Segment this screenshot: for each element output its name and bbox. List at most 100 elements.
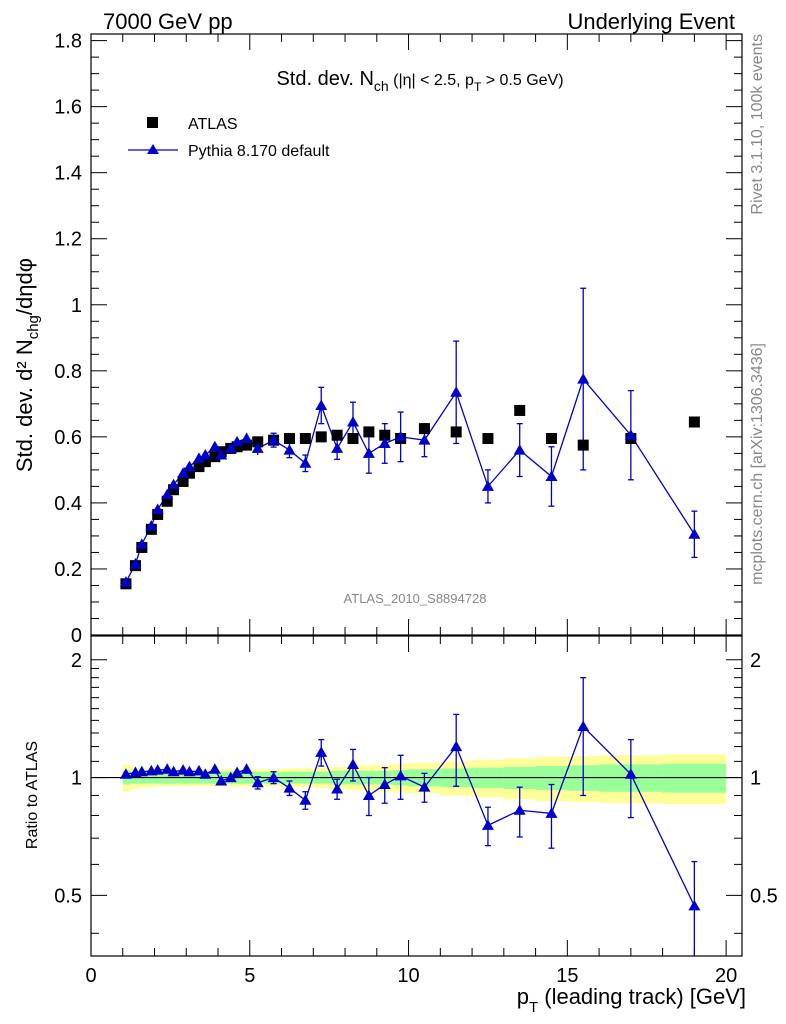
ratio-data-point bbox=[283, 782, 296, 793]
ratio-data-point bbox=[240, 763, 253, 774]
pythia-data-point bbox=[362, 447, 375, 458]
ratio-axes: 0 5 10 15 20 0.5 0.5 1 1 2 2 bbox=[54, 636, 778, 987]
main-series-layer bbox=[119, 287, 701, 590]
main-y-tick-label: 0.2 bbox=[54, 559, 82, 581]
ratio-y-tick-label: 2 bbox=[71, 650, 82, 672]
pythia-data-point bbox=[267, 434, 280, 445]
ratio-data-point bbox=[545, 807, 558, 818]
atlas-data-point bbox=[315, 431, 327, 443]
ratio-data-point bbox=[251, 776, 264, 788]
header-process-label: Underlying Event bbox=[567, 9, 735, 34]
pythia-data-point bbox=[215, 449, 228, 460]
pythia-data-point bbox=[394, 430, 407, 442]
main-y-tick-label: 0 bbox=[71, 625, 82, 647]
atlas-data-point bbox=[168, 484, 180, 496]
atlas-data-point bbox=[209, 451, 221, 463]
ratio-x-tick-label: 0 bbox=[85, 965, 96, 987]
ratio-data-point bbox=[167, 765, 180, 777]
pythia-data-point bbox=[208, 440, 221, 452]
legend: ATLAS Pythia 8.170 default bbox=[128, 116, 330, 160]
atlas-data-point bbox=[331, 429, 343, 441]
ratio-data-point bbox=[299, 794, 312, 805]
main-y-axis-label: Std. dev. d² Nchg/dηdφ bbox=[12, 258, 42, 472]
pythia-data-point bbox=[346, 416, 359, 427]
pythia-data-point bbox=[513, 444, 526, 455]
atlas-data-point bbox=[177, 475, 189, 487]
legend-atlas-marker bbox=[147, 117, 158, 128]
pythia-data-point bbox=[192, 452, 205, 463]
ratio-data-point bbox=[215, 774, 228, 786]
pythia-data-point bbox=[577, 373, 590, 384]
atlas-data-point bbox=[347, 433, 359, 445]
ratio-line bbox=[125, 725, 695, 907]
atlas-data-point bbox=[379, 429, 391, 441]
ratio-band-inner bbox=[662, 763, 727, 793]
atlas-data-point bbox=[363, 426, 375, 438]
main-y-tick-label: 1.2 bbox=[54, 229, 82, 251]
ratio-data-point bbox=[481, 819, 494, 830]
pythia-data-point bbox=[331, 442, 344, 453]
ratio-data-point bbox=[346, 758, 359, 769]
main-axes: 0 0.2 0.4 0.6 0.8 1 1.2 1.4 1.6 1.8 bbox=[54, 31, 742, 647]
pythia-data-point bbox=[199, 449, 212, 460]
ratio-y-axis-label: Ratio to ATLAS bbox=[24, 741, 41, 849]
ratio-data-point bbox=[394, 769, 407, 781]
pythia-data-point bbox=[167, 478, 180, 490]
pythia-data-point bbox=[418, 434, 431, 445]
main-panel-frame bbox=[90, 33, 743, 636]
pythia-data-point bbox=[135, 538, 148, 549]
ratio-x-tick-label: 5 bbox=[244, 965, 255, 987]
pythia-data-point bbox=[224, 442, 237, 453]
ratio-x-tick-label: 10 bbox=[397, 965, 419, 987]
ratio-data-point bbox=[450, 740, 463, 752]
atlas-data-point bbox=[482, 433, 494, 445]
ratio-data-point bbox=[513, 804, 526, 815]
ratio-series-layer bbox=[119, 677, 701, 956]
atlas-data-point bbox=[577, 439, 589, 451]
ratio-data-point bbox=[224, 771, 237, 783]
ratio-y-tick-label-right: 1 bbox=[750, 768, 761, 790]
ratio-data-point bbox=[119, 768, 132, 779]
header-beam-label: 7000 GeV pp bbox=[103, 9, 233, 34]
atlas-data-point bbox=[418, 423, 430, 435]
ratio-y-tick-label: 0.5 bbox=[54, 885, 82, 907]
atlas-data-point bbox=[183, 467, 195, 479]
pythia-data-point bbox=[161, 488, 174, 500]
ratio-data-point bbox=[362, 789, 375, 800]
ratio-data-point bbox=[315, 746, 328, 757]
ratio-x-tick-label: 15 bbox=[556, 965, 578, 987]
ratio-data-point bbox=[161, 763, 174, 774]
pythia-data-point bbox=[315, 399, 328, 410]
ratio-data-point bbox=[192, 764, 205, 776]
pythia-data-point bbox=[119, 576, 132, 587]
atlas-data-point bbox=[545, 433, 557, 445]
ratio-data-point bbox=[151, 764, 164, 775]
panel-frames bbox=[90, 33, 743, 957]
pythia-data-point bbox=[151, 503, 164, 515]
main-y-tick-label: 0.6 bbox=[54, 427, 82, 449]
pythia-data-point bbox=[299, 457, 312, 468]
atlas-data-point bbox=[450, 426, 462, 438]
main-y-tick-label: 1 bbox=[71, 295, 82, 317]
pythia-data-point bbox=[129, 558, 142, 569]
mcplots-reference-label: mcplots.cern.ch [arXiv:1306.3436] bbox=[749, 343, 766, 585]
ratio-data-point bbox=[378, 778, 391, 790]
atlas-data-point bbox=[514, 404, 526, 416]
atlas-data-point bbox=[231, 441, 243, 453]
ratio-data-point bbox=[688, 899, 701, 911]
ratio-data-point bbox=[183, 765, 196, 777]
rivet-version-label: Rivet 3.1.10, 100k events bbox=[749, 34, 766, 215]
x-axis-label: pT (leading track) [GeV] bbox=[517, 984, 746, 1016]
ratio-uncertainty-bands bbox=[91, 754, 742, 805]
atlas-data-point bbox=[161, 495, 173, 507]
atlas-data-point bbox=[252, 436, 264, 448]
legend-atlas-label: ATLAS bbox=[188, 116, 238, 133]
ratio-y-tick-label-right: 2 bbox=[750, 650, 761, 672]
pythia-data-point bbox=[378, 437, 391, 448]
main-y-tick-label: 0.4 bbox=[54, 493, 82, 515]
ratio-data-point bbox=[208, 763, 221, 774]
pythia-data-point bbox=[688, 528, 701, 539]
main-y-tick-label: 1.4 bbox=[54, 163, 82, 185]
atlas-data-point bbox=[283, 433, 295, 445]
